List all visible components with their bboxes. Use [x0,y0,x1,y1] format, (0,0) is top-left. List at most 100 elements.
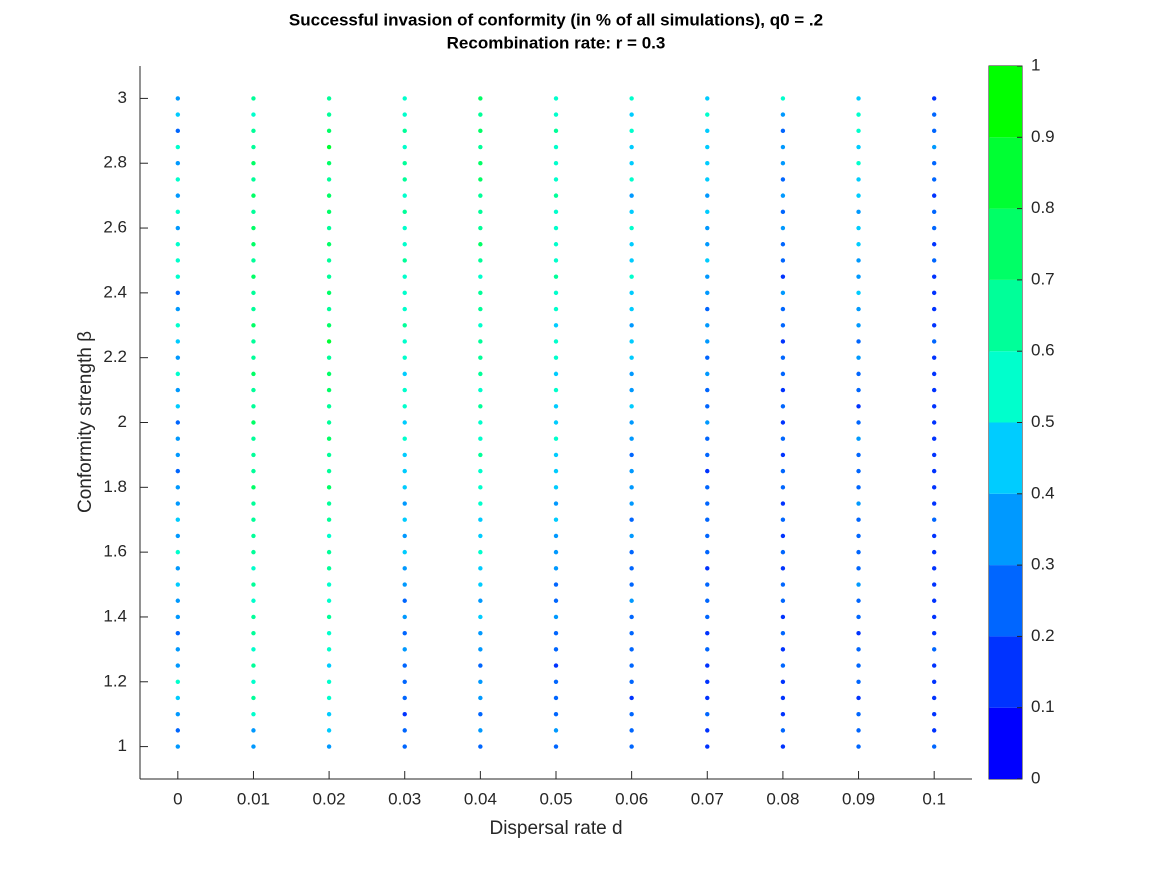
point [326,193,332,198]
point [629,177,634,182]
point [402,387,407,393]
point [553,711,559,717]
point [251,144,256,150]
point [629,112,634,117]
point [553,371,559,377]
point [705,679,710,684]
point [553,549,559,555]
point [856,647,861,652]
point [402,323,407,328]
point [251,614,256,620]
point [478,404,483,409]
point [326,274,332,279]
point [402,598,407,603]
point [478,452,483,458]
point [478,387,483,393]
point [780,128,786,134]
y-tick-label: 1.4 [103,606,127,625]
point [553,436,559,441]
point [326,112,332,117]
point [705,436,710,441]
point [705,695,710,701]
point [326,566,332,571]
point [705,323,710,328]
point [705,371,710,377]
point [553,274,559,279]
point [629,582,634,587]
x-axis-label: Dispersal rate d [489,818,622,839]
point [326,436,332,441]
point [175,128,181,134]
point [553,695,559,701]
point [553,663,559,668]
point [931,452,937,458]
point [856,485,861,490]
point [780,744,786,749]
point [326,371,332,377]
point [629,566,634,571]
point [856,420,861,425]
point [478,549,483,555]
y-tick-label: 2.6 [103,218,127,237]
point [780,371,786,377]
point [856,728,861,733]
point [705,647,710,652]
point [402,566,407,571]
point [629,485,634,490]
point [251,387,256,393]
point [251,679,256,684]
point [780,144,786,150]
point [326,290,332,296]
point [251,225,256,231]
point [402,647,407,652]
point [251,501,256,506]
point [478,598,483,603]
point [856,306,861,312]
point [780,468,786,474]
y-axis-label: Conformity strength β [75,331,96,513]
point [705,144,710,150]
point [931,274,937,279]
point [780,209,786,215]
point [931,193,937,198]
point [402,695,407,701]
point [780,695,786,701]
point [326,225,332,231]
point [856,598,861,603]
point [251,96,256,101]
point [402,225,407,231]
point [402,549,407,555]
point [780,323,786,328]
point [175,582,181,587]
point [705,614,710,620]
y-tick-label: 1.8 [103,477,127,496]
point [402,339,407,344]
point [629,387,634,393]
point [326,630,332,636]
point [478,501,483,506]
point [251,339,256,344]
point [175,630,181,636]
point [780,630,786,636]
point [402,614,407,620]
point [931,533,937,539]
point [251,290,256,296]
point [175,614,181,620]
point [251,533,256,539]
point [856,663,861,668]
point [931,371,937,377]
point [251,695,256,701]
colorbar-tick-label: 0 [1031,768,1040,787]
point [780,258,786,263]
point [326,695,332,701]
point [931,566,937,571]
point [478,112,483,117]
point [931,436,937,441]
point [175,371,181,377]
x-tick-label: 0.04 [464,789,497,808]
point [931,728,937,733]
point [402,242,407,247]
point [629,614,634,620]
point [780,485,786,490]
